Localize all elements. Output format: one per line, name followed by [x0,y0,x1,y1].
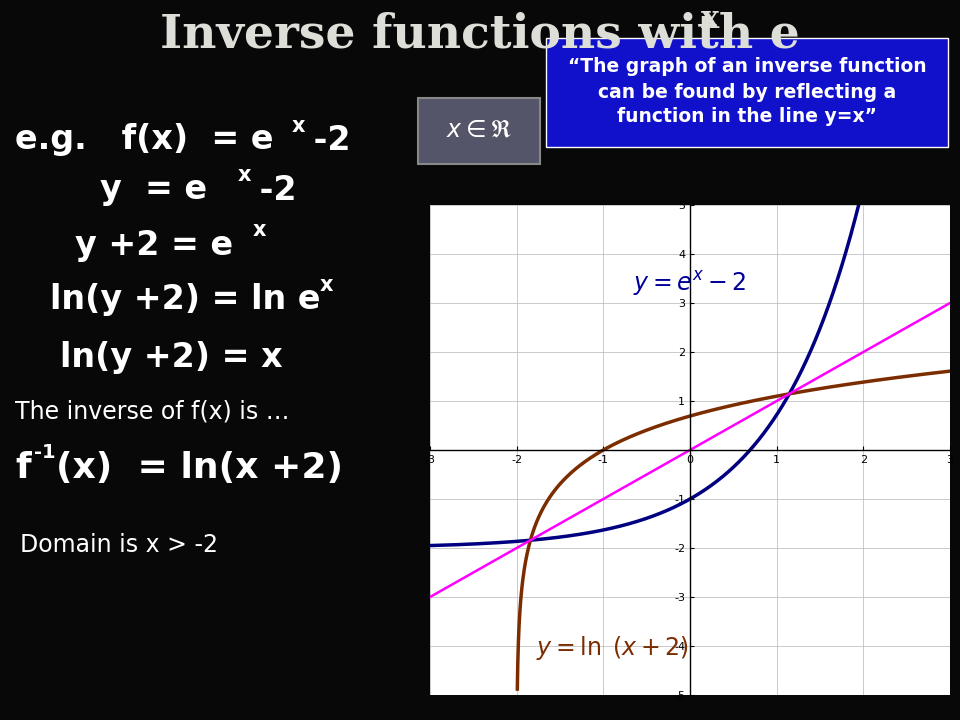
Text: e.g.   f(x)  = e: e.g. f(x) = e [15,124,274,156]
Text: x: x [320,275,333,295]
Text: “The graph of an inverse function
can be found by reflecting a
function in the l: “The graph of an inverse function can be… [567,58,926,127]
Text: ln(y +2) = ln e: ln(y +2) = ln e [50,284,321,317]
Text: y  = e: y = e [100,174,207,207]
Text: -1: -1 [34,443,56,462]
FancyBboxPatch shape [546,38,948,147]
Text: -2: -2 [302,124,350,156]
Text: x: x [292,116,305,136]
Text: $y = e^x - 2$: $y = e^x - 2$ [634,269,747,298]
Text: -2: -2 [248,174,297,207]
Text: f: f [15,451,31,485]
Text: Domain is x > -2: Domain is x > -2 [20,533,218,557]
Text: $y = \ln\ (x+2)$: $y = \ln\ (x+2)$ [536,634,688,662]
Text: Inverse functions with e: Inverse functions with e [160,12,800,58]
FancyBboxPatch shape [418,98,540,164]
Text: x: x [238,165,252,185]
Text: x: x [701,4,719,35]
Text: y +2 = e: y +2 = e [75,228,233,261]
Text: (x)  = ln(x +2): (x) = ln(x +2) [56,451,343,485]
Text: ln(y +2) = x: ln(y +2) = x [60,341,282,374]
Text: The inverse of f(x) is …: The inverse of f(x) is … [15,400,290,424]
Text: $x \in \mathfrak{R}$: $x \in \mathfrak{R}$ [446,118,512,142]
Text: x: x [253,220,267,240]
